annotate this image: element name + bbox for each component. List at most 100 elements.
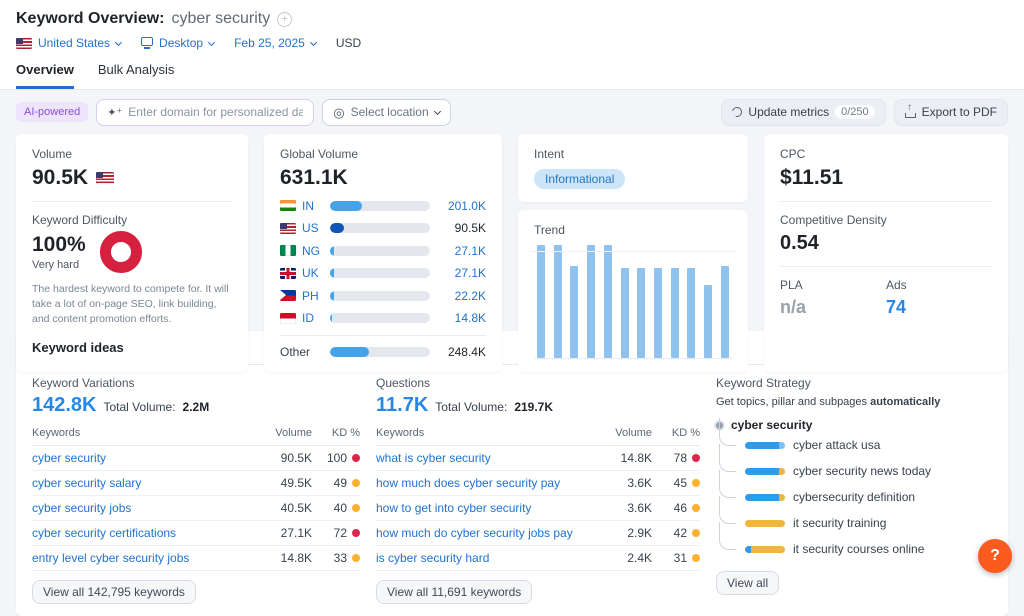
strategy-node[interactable]: it security training	[719, 496, 992, 536]
global-volume-card: Global Volume 631.1K IN 201.0K US 90.5K NG 27…	[264, 134, 502, 372]
keyword-kd: 46	[652, 501, 700, 515]
country-volume-value[interactable]: 201.0K	[447, 198, 486, 213]
volume-value-row: 90.5K	[32, 166, 232, 190]
strategy-node-bar	[745, 467, 785, 475]
strategy-node[interactable]: it security courses online	[719, 522, 992, 562]
kd-dot-icon	[352, 554, 360, 562]
global-volume-row: ID 14.8K	[280, 311, 486, 325]
keyword-link[interactable]: cyber security certifications	[32, 526, 177, 540]
country-volume-value[interactable]: 14.8K	[454, 311, 486, 325]
country-link[interactable]: IN	[302, 198, 314, 213]
country-volume-bar	[330, 200, 430, 211]
variations-column: Keyword Variations 142.8K Total Volume: …	[32, 376, 360, 604]
intent-badge[interactable]: Informational	[534, 169, 626, 189]
tab-bulk-analysis[interactable]: Bulk Analysis	[97, 62, 175, 77]
add-keyword-icon[interactable]: +	[277, 11, 293, 27]
page-title: Keyword Overview:	[16, 10, 165, 27]
questions-total-label: Total Volume:	[435, 400, 508, 414]
date-filter[interactable]: Feb 25, 2025	[234, 36, 317, 50]
keyword-link[interactable]: what is cyber security	[376, 451, 491, 465]
update-metrics-button[interactable]: Update metrics 0/250	[721, 98, 886, 126]
volume-card: Volume 90.5K Keyword Difficulty 100% Ver…	[16, 134, 248, 372]
keyword-link[interactable]: cyber security jobs	[32, 501, 132, 515]
questions-count[interactable]: 11.7K	[376, 394, 429, 416]
global-volume-row: PH 22.2K	[280, 289, 486, 303]
strategy-node-label: it security training	[793, 516, 887, 530]
country-link[interactable]: UK	[302, 266, 319, 280]
strategy-node-label: it security courses online	[793, 542, 925, 556]
ads-label: Ads	[886, 278, 907, 292]
strategy-node-label: cyber security news today	[793, 464, 932, 478]
volume-value: 90.5K	[32, 166, 89, 189]
domain-input[interactable]	[128, 105, 304, 119]
view-all-questions-button[interactable]: View all 11,691 keywords	[376, 580, 533, 604]
country-volume-value[interactable]: 22.2K	[454, 288, 486, 303]
country-volume-value[interactable]: 27.1K	[454, 266, 486, 280]
questions-column: Questions 11.7K Total Volume: 219.7K Key…	[376, 376, 700, 604]
kd-number: 49	[333, 476, 347, 490]
keyword-link[interactable]: cyber security salary	[32, 476, 142, 490]
country-link[interactable]: PH	[302, 288, 319, 303]
select-location-button[interactable]: ◎ Select location	[322, 98, 451, 126]
chevron-down-icon	[433, 107, 441, 115]
flag-uk-icon	[280, 267, 296, 279]
strategy-node[interactable]: cyber attack usa	[719, 418, 992, 458]
volume-label: Volume	[32, 147, 73, 161]
country-volume-fill	[330, 245, 335, 256]
keyword-link[interactable]: cyber security	[32, 451, 107, 465]
keyword-kd: 33	[312, 551, 360, 565]
strategy-node[interactable]: cyber security news today	[719, 444, 992, 484]
export-pdf-button[interactable]: Export to PDF	[893, 98, 1008, 126]
trend-bar	[603, 245, 612, 358]
ads-value[interactable]: 74	[886, 297, 907, 317]
chevron-down-icon	[115, 38, 123, 46]
keyword-link[interactable]: entry level cyber security jobs	[32, 551, 190, 565]
bar-segment	[745, 519, 785, 527]
divider	[32, 201, 232, 202]
keyword-kd: 78	[652, 451, 700, 465]
tab-overview[interactable]: Overview	[16, 62, 74, 89]
country-link[interactable]: US	[302, 221, 319, 235]
global-volume-row: US 90.5K	[280, 221, 486, 235]
keyword-kd: 40	[312, 501, 360, 515]
flag-us-icon	[280, 222, 296, 234]
country-volume-bar	[330, 268, 430, 278]
country-volume-fill	[330, 223, 345, 233]
table-header: Keywords Volume KD %	[376, 427, 700, 446]
help-button[interactable]: ?	[978, 539, 1012, 573]
kd-number: 45	[673, 476, 687, 490]
country-link[interactable]: ID	[302, 311, 314, 325]
keyword-link[interactable]: how much do cyber security jobs pay	[376, 526, 573, 540]
us-flag-icon	[96, 172, 115, 184]
strategy-node-bar	[745, 441, 785, 449]
trend-bar	[587, 245, 596, 358]
device-filter[interactable]: Desktop	[141, 36, 216, 50]
location-target-icon: ◎	[333, 104, 345, 120]
competitive-density-value: 0.54	[780, 232, 819, 254]
view-all-variations-button[interactable]: View all 142,795 keywords	[32, 580, 196, 604]
table-row: what is cyber security 14.8K 78	[376, 446, 700, 471]
country-filter[interactable]: United States	[16, 36, 123, 50]
variations-count[interactable]: 142.8K	[32, 394, 97, 416]
global-volume-rows: IN 201.0K US 90.5K NG 27.1K UK 27.1K PH 22.2K ID 14…	[280, 198, 486, 325]
kd-number: 40	[333, 501, 347, 515]
keyword-link[interactable]: is cyber security hard	[376, 551, 490, 565]
keyword-ideas-title: Keyword ideas	[16, 331, 1008, 365]
strategy-node[interactable]: cybersecurity definition	[719, 470, 992, 510]
intent-card: Intent Informational	[518, 134, 748, 202]
global-volume-row: NG 27.1K	[280, 244, 486, 258]
variations-label: Keyword Variations	[32, 376, 135, 390]
keyword-link[interactable]: how much does cyber security pay	[376, 476, 561, 490]
title-row: Keyword Overview: cyber security +	[16, 10, 1008, 28]
keyword-link[interactable]: how to get into cyber security	[376, 501, 532, 515]
country-volume-value: 90.5K	[454, 221, 486, 235]
domain-input-wrapper: ✦⁺	[96, 98, 315, 126]
strategy-node-label: cyber attack usa	[793, 438, 881, 452]
kd-number: 46	[673, 501, 687, 515]
country-volume-value[interactable]: 27.1K	[454, 243, 486, 258]
kd-row: 100% Very hard	[32, 231, 232, 273]
country-link[interactable]: NG	[302, 243, 320, 258]
chevron-down-icon	[208, 38, 216, 46]
view-all-strategy-button[interactable]: View all	[716, 571, 780, 595]
intent-trend-stack: Intent Informational Trend	[518, 134, 748, 372]
